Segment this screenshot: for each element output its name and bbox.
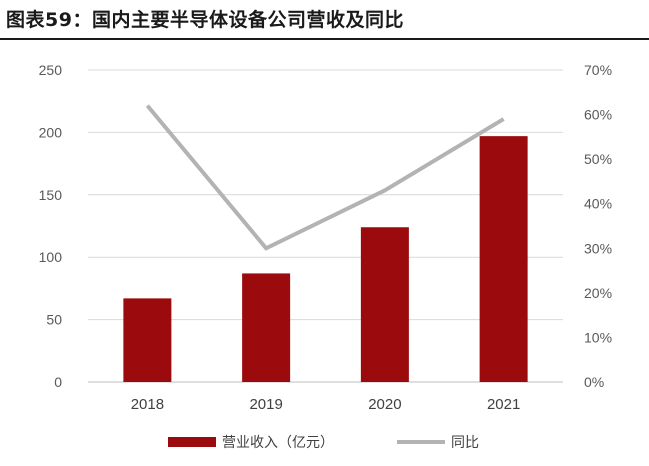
left-tick-label: 100 [39, 249, 63, 265]
growth-line [145, 104, 505, 251]
revenue-bars [123, 136, 528, 382]
left-tick-label: 250 [39, 62, 63, 78]
chart-title: 图表59：国内主要半导体设备公司营收及同比 [6, 9, 404, 31]
legend: 营业收入（亿元） 同比 [168, 435, 479, 451]
right-tick-label: 20% [584, 285, 612, 301]
left-tick-label: 200 [39, 124, 63, 140]
x-tick-label: 2020 [368, 396, 401, 413]
right-tick-label: 0% [584, 374, 604, 390]
right-tick-label: 40% [584, 196, 612, 212]
growth-polyline [145, 104, 505, 251]
x-tick-label: 2018 [131, 396, 164, 413]
left-tick-label: 150 [39, 187, 63, 203]
revenue-bar [360, 227, 409, 382]
revenue-bar [123, 298, 172, 382]
left-tick-label: 50 [46, 312, 62, 328]
x-axis-ticks: 2018 2019 2020 2021 [131, 396, 521, 413]
right-tick-label: 60% [584, 107, 612, 123]
legend-label-revenue: 营业收入（亿元） [222, 435, 334, 451]
x-tick-label: 2019 [249, 396, 282, 413]
revenue-bar [242, 273, 291, 382]
legend-swatch-revenue [168, 437, 216, 447]
right-axis-ticks: 0% 10% 20% 30% 40% 50% 60% 70% [584, 62, 612, 390]
right-tick-label: 70% [584, 62, 612, 78]
x-tick-label: 2021 [487, 396, 520, 413]
left-axis-ticks: 0 50 100 150 200 250 [39, 62, 63, 390]
left-tick-label: 0 [54, 374, 62, 390]
right-tick-label: 50% [584, 151, 612, 167]
revenue-bar [479, 136, 528, 382]
right-tick-label: 10% [584, 329, 612, 345]
title-underline [0, 38, 649, 40]
right-tick-label: 30% [584, 240, 612, 256]
legend-label-growth: 同比 [451, 435, 479, 451]
figure-header: 图表59：国内主要半导体设备公司营收及同比 [0, 0, 649, 40]
